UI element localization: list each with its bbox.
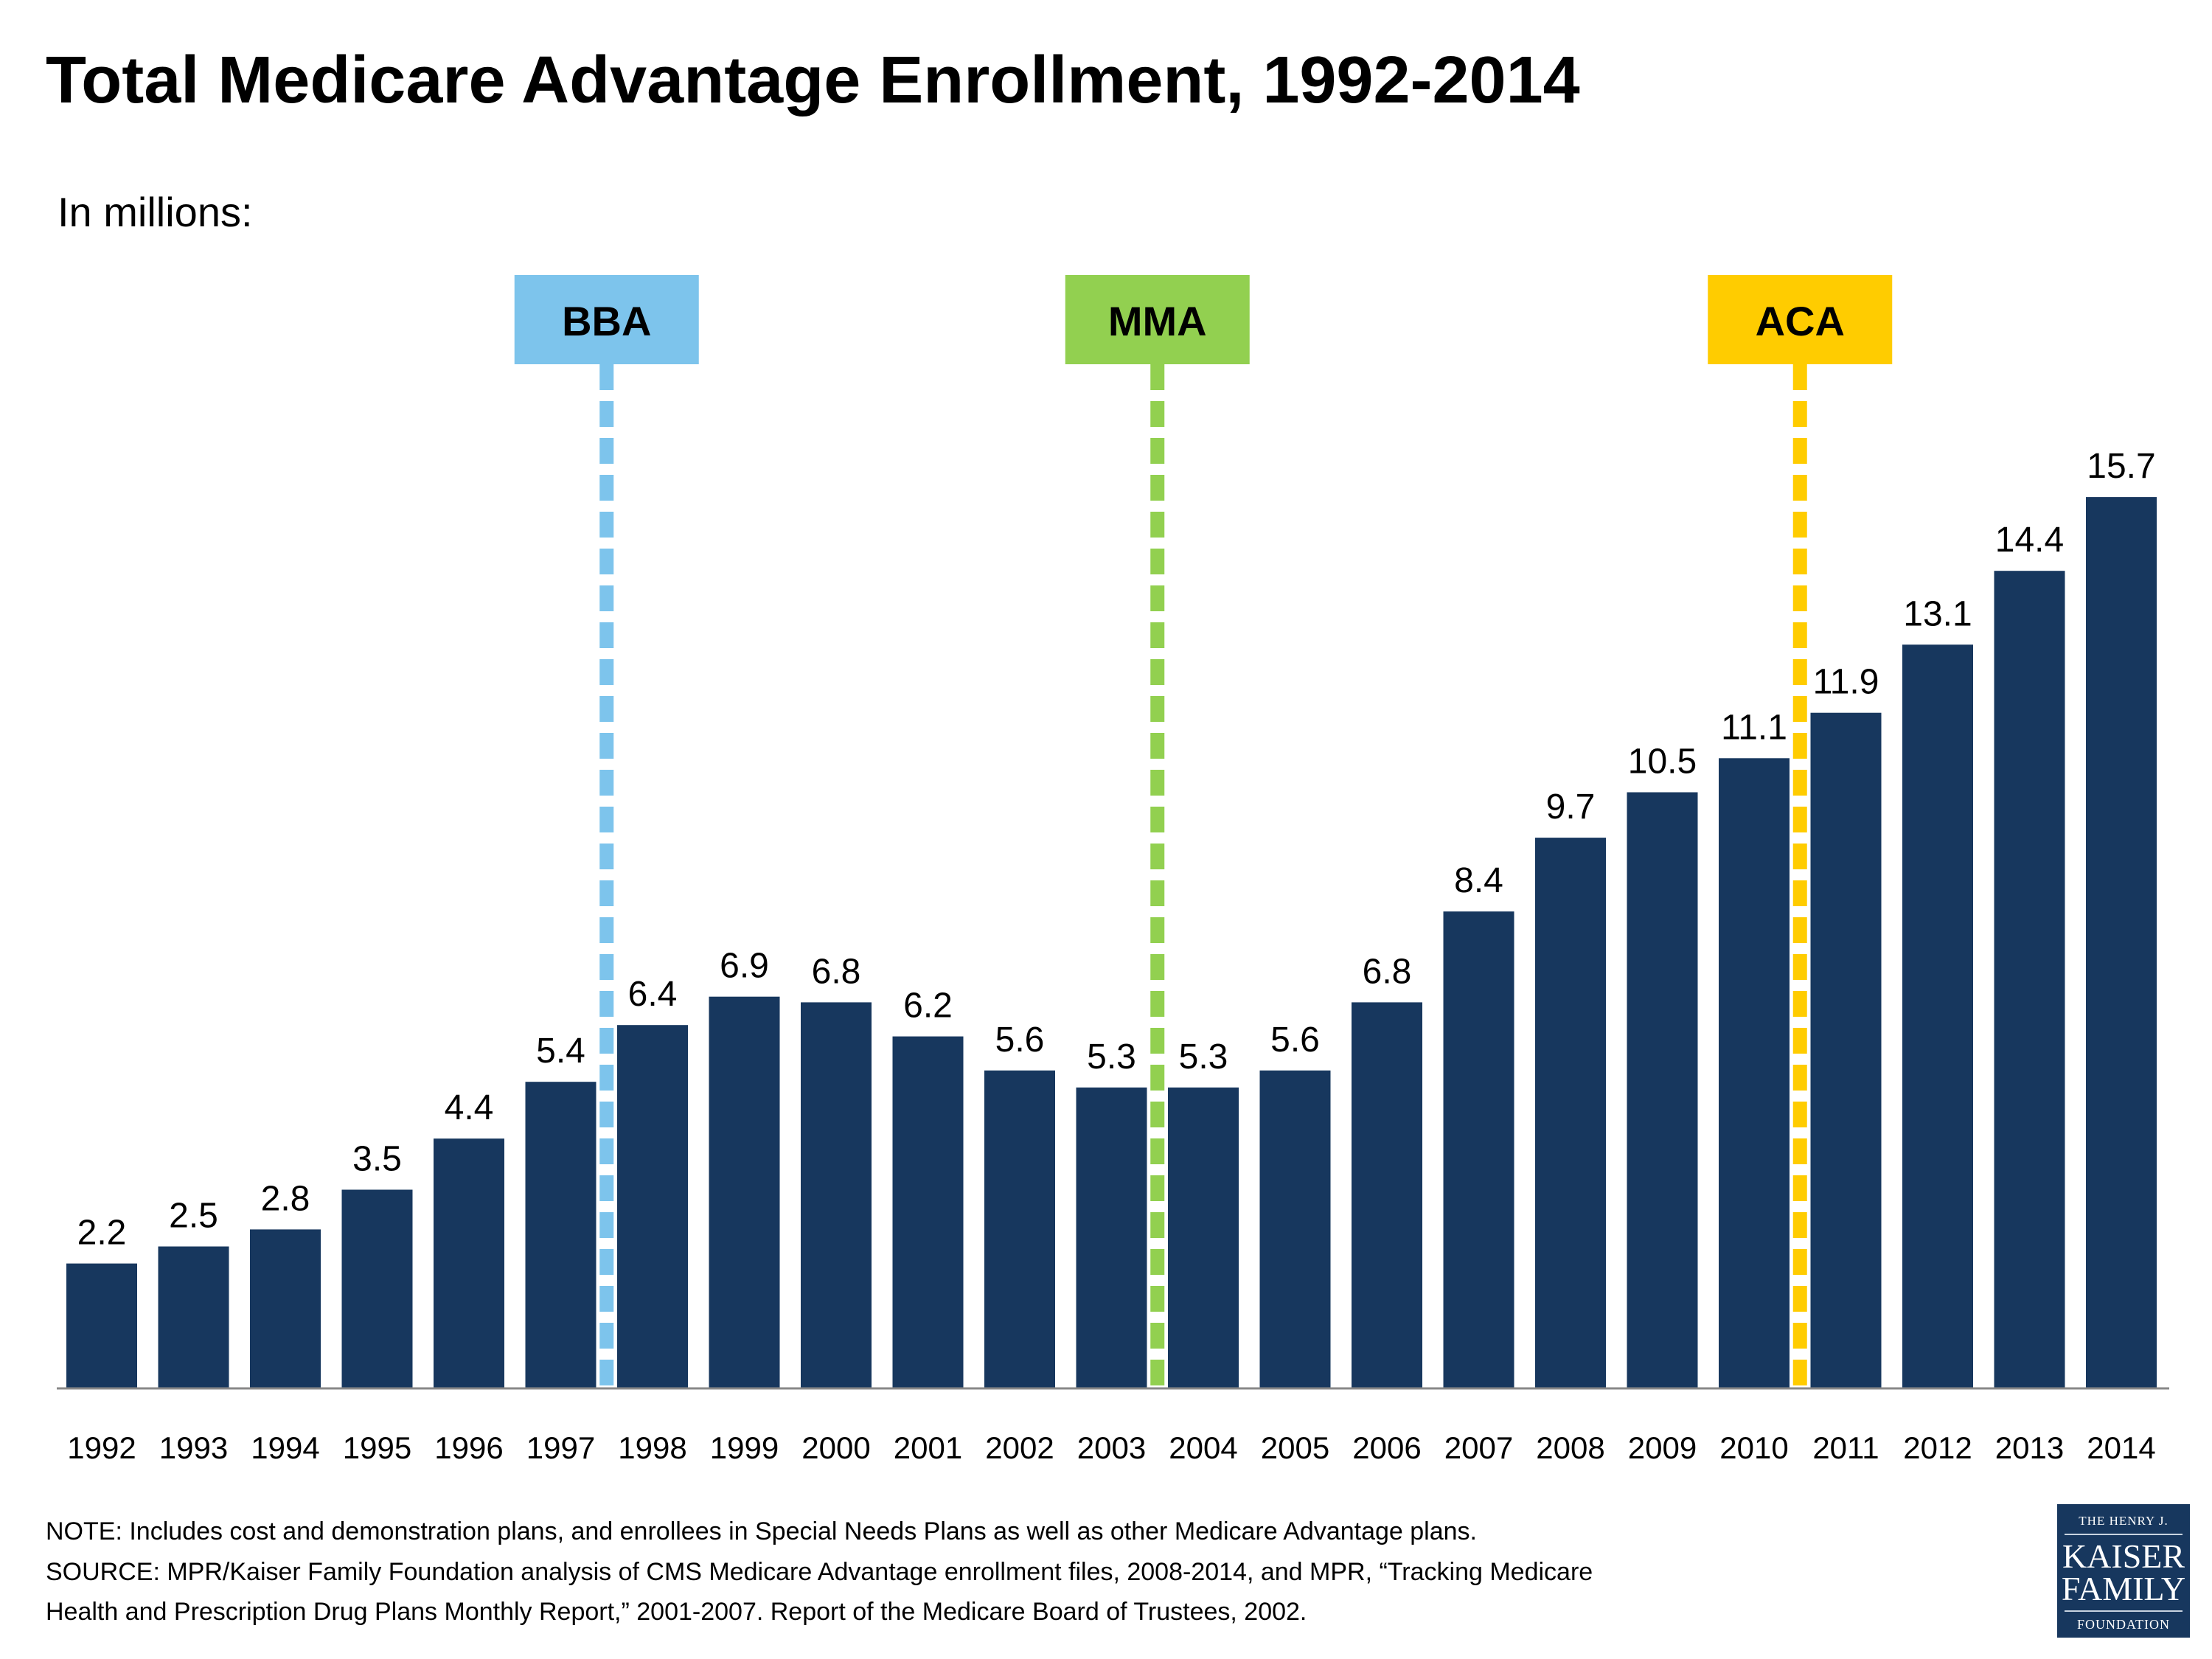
x-tick-label: 1993	[159, 1430, 228, 1465]
x-tick-label: 2006	[1352, 1430, 1421, 1465]
x-tick-label: 1992	[67, 1430, 136, 1465]
annotation-label: ACA	[1756, 298, 1845, 344]
chart-title: Total Medicare Advantage Enrollment, 199…	[46, 44, 1580, 117]
x-tick-label: 1995	[343, 1430, 411, 1465]
bar-2002	[984, 1070, 1055, 1388]
footer-source-line-2: Health and Prescription Drug Plans Month…	[46, 1598, 1307, 1626]
kaiser-family-foundation-logo: THE HENRY J. KAISER FAMILY FOUNDATION	[2057, 1504, 2190, 1638]
x-tick-label: 2008	[1536, 1430, 1604, 1465]
data-label: 6.8	[812, 952, 861, 991]
logo-rule	[2065, 1534, 2183, 1535]
logo-rule	[2065, 1610, 2183, 1612]
annotation-box-aca	[1708, 275, 1893, 364]
bar-1998	[617, 1025, 688, 1388]
data-label: 5.6	[1270, 1020, 1320, 1060]
x-tick-label: 2012	[1903, 1430, 1972, 1465]
bar-2003	[1076, 1087, 1147, 1388]
bar-1994	[250, 1229, 321, 1388]
bar-2013	[1994, 571, 2065, 1389]
x-tick-label: 1996	[434, 1430, 503, 1465]
bar-1997	[525, 1082, 597, 1388]
bar-2012	[1902, 644, 1973, 1388]
annotation-box-mma	[1065, 275, 1250, 364]
data-label: 10.5	[1628, 742, 1697, 782]
x-tick-label: 2001	[894, 1430, 962, 1465]
data-label: 14.4	[1995, 521, 2064, 560]
logo-line-3: FAMILY	[2061, 1570, 2186, 1607]
bar-2000	[801, 1002, 872, 1388]
data-label: 2.8	[261, 1179, 310, 1218]
data-label: 6.8	[1363, 952, 1412, 991]
logo-line-4: FOUNDATION	[2077, 1617, 2170, 1632]
x-tick-label: 2005	[1261, 1430, 1329, 1465]
x-tick-label: 1994	[251, 1430, 319, 1465]
bar-1995	[341, 1189, 413, 1388]
x-tick-label: 2002	[985, 1430, 1054, 1465]
data-label: 11.9	[1813, 663, 1879, 702]
data-label: 4.4	[445, 1088, 494, 1127]
data-label: 2.2	[77, 1214, 127, 1253]
annotation-label: BBA	[562, 298, 651, 344]
footer-note: NOTE: Includes cost and demonstration pl…	[46, 1517, 1477, 1545]
bar-2008	[1535, 838, 1606, 1388]
data-label: 6.9	[720, 947, 769, 986]
x-tick-label: 2003	[1077, 1430, 1146, 1465]
data-label: 2.5	[169, 1197, 218, 1236]
x-tick-label: 2010	[1719, 1430, 1788, 1465]
data-label: 15.7	[2087, 447, 2155, 486]
data-label: 6.2	[903, 987, 953, 1026]
bar-2010	[1719, 758, 1790, 1388]
logo-line-1: THE HENRY J.	[2079, 1514, 2168, 1528]
data-label: 3.5	[352, 1140, 402, 1179]
data-label: 5.4	[536, 1032, 585, 1071]
x-tick-label: 2014	[2087, 1430, 2155, 1465]
footer-source-line-1: SOURCE: MPR/Kaiser Family Foundation ana…	[46, 1558, 1593, 1586]
data-label: 5.6	[995, 1020, 1045, 1060]
x-tick-label: 2004	[1169, 1430, 1237, 1465]
bar-2014	[2086, 497, 2157, 1388]
annotation-label: MMA	[1108, 298, 1207, 344]
data-label: 11.1	[1721, 708, 1787, 747]
annotation-box-bba	[514, 275, 699, 364]
x-tick-label: 2000	[801, 1430, 870, 1465]
bar-1999	[709, 996, 780, 1388]
data-label: 5.3	[1179, 1037, 1228, 1077]
bar-2011	[1810, 712, 1882, 1388]
data-label: 9.7	[1546, 787, 1596, 827]
bar-1996	[434, 1138, 504, 1388]
x-tick-label: 1999	[710, 1430, 779, 1465]
bar-1992	[66, 1263, 137, 1388]
x-tick-label: 2011	[1812, 1430, 1879, 1465]
bar-2006	[1352, 1002, 1422, 1388]
x-tick-label: 1998	[618, 1430, 686, 1465]
data-label: 13.1	[1903, 594, 1972, 633]
bar-2007	[1443, 911, 1514, 1388]
logo-line-2: KAISER	[2062, 1537, 2185, 1575]
bar-1993	[158, 1246, 229, 1388]
bar-2009	[1627, 792, 1698, 1388]
bar-chart: BBA MMA ACA 2.2 1992 2.5 1993 2.8 1994 3.5 1995 4.4…	[57, 275, 2169, 1465]
bar-2005	[1259, 1070, 1331, 1388]
data-label: 6.4	[628, 975, 678, 1014]
x-tick-label: 2013	[1995, 1430, 2064, 1465]
x-tick-label: 2007	[1444, 1430, 1513, 1465]
data-label: 8.4	[1454, 861, 1503, 900]
x-tick-label: 2009	[1628, 1430, 1697, 1465]
bar-2004	[1168, 1087, 1239, 1388]
data-label: 5.3	[1087, 1037, 1136, 1077]
unit-label: In millions:	[58, 189, 253, 235]
x-tick-label: 1997	[526, 1430, 595, 1465]
bar-2001	[892, 1036, 964, 1388]
